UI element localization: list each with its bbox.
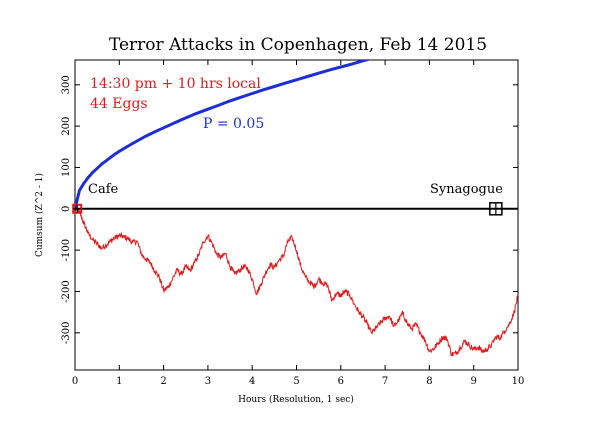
probability-envelope-line	[75, 60, 372, 210]
probability-label: P = 0.05	[203, 116, 264, 132]
y-tick-label: 200	[61, 117, 72, 136]
y-tick-label: -100	[61, 239, 72, 261]
event-markers	[72, 202, 503, 216]
time-note: 14:30 pm + 10 hrs local	[90, 76, 261, 92]
cafe-label: Cafe	[88, 182, 119, 197]
x-tick-label: 3	[205, 376, 211, 387]
synagogue-label: Synagogue	[430, 182, 503, 197]
event-marker-cafe	[72, 203, 83, 214]
x-tick-label: 8	[426, 376, 432, 387]
x-axis-label: Hours (Resolution, 1 sec)	[238, 394, 354, 405]
x-tick-label: 9	[471, 376, 477, 387]
y-tick-label: 300	[61, 75, 72, 94]
x-tick-label: 0	[72, 376, 78, 387]
event-marker-synagogue	[489, 202, 503, 216]
x-tick-label: 6	[338, 376, 344, 387]
cumsum-series-line	[75, 206, 518, 358]
x-tick-label: 5	[293, 376, 299, 387]
y-tick-label: -200	[61, 280, 72, 302]
y-axis-ticks: -300 -200 -100 0 100 200 300	[61, 75, 518, 344]
y-tick-label: 0	[61, 206, 72, 212]
x-tick-label: 2	[160, 376, 166, 387]
x-tick-label: 4	[249, 376, 255, 387]
x-tick-label: 10	[512, 376, 525, 387]
x-tick-label: 7	[382, 376, 388, 387]
y-axis-label: Cumsum (Z^2 - 1)	[34, 173, 45, 257]
eggs-note: 44 Eggs	[90, 96, 148, 112]
y-tick-label: -300	[61, 322, 72, 344]
x-tick-label: 1	[116, 376, 122, 387]
x-axis-ticks: 0 1 2 3 4 5 6 7 8 9 10	[72, 60, 525, 387]
y-tick-label: 100	[61, 158, 72, 177]
chart-title: Terror Attacks in Copenhagen, Feb 14 201…	[109, 35, 487, 55]
